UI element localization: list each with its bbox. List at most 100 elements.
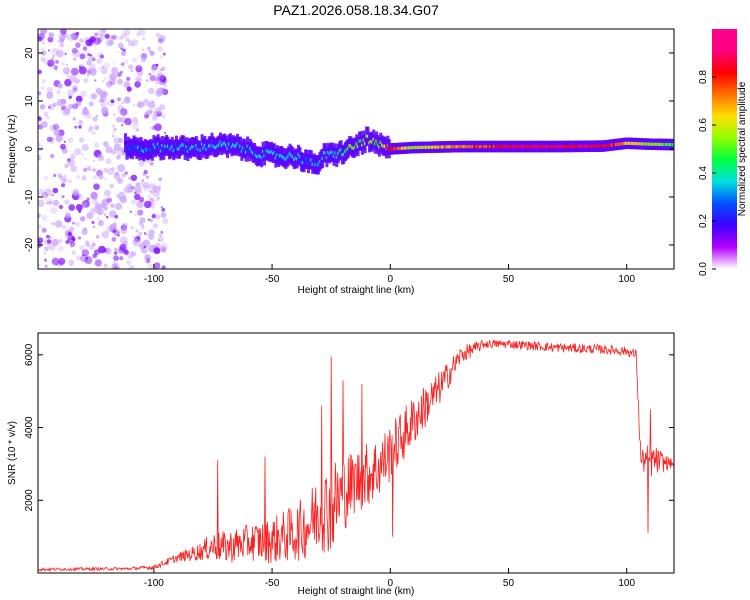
spectrogram-noise-blob (61, 224, 67, 230)
spectrogram-noise-blob (123, 29, 131, 36)
spectrogram-noise-blob (140, 225, 145, 230)
spectrogram-noise-blob (58, 257, 66, 265)
spectrogram-noise-blob (141, 179, 144, 182)
snr-x-tick-label: -50 (265, 578, 280, 589)
spectrogram-noise-blob (38, 37, 43, 42)
spectrogram-noise-blob (163, 84, 167, 88)
spectrogram-noise-blob (56, 90, 61, 95)
spectrogram-noise-blob (112, 131, 115, 134)
colorbar: 0.0 0.2 0.4 0.6 0.8 Normalized spectral ampl… (698, 29, 748, 276)
spectrogram-noise-blob (88, 63, 96, 72)
spectrogram-noise-blob (92, 159, 96, 162)
spectrogram-noise-blob (142, 99, 150, 107)
spectrogram-y-tick-label: -10 (24, 189, 35, 204)
spectrogram-noise-blob (78, 125, 82, 129)
spectrogram-noise-blob (127, 64, 134, 70)
spectrogram-noise-blob (144, 254, 151, 261)
spectrogram-noise-blob (41, 79, 47, 84)
spectrogram-noise-blob (125, 37, 130, 42)
spectrogram-noise-blob (74, 148, 82, 156)
spectrogram-noise-blob (123, 249, 129, 255)
spectrogram-noise-blob (158, 187, 162, 191)
spectrogram-noise-blob (92, 175, 98, 180)
spectrogram-noise-blob (38, 69, 42, 75)
spectrogram-noise-blob (52, 187, 59, 194)
spectrogram-noise-blob (148, 72, 152, 76)
spectrogram-noise-blob (51, 238, 60, 246)
spectrogram-noise-blob (110, 203, 115, 208)
spectrogram-noise-blob (112, 113, 117, 117)
spectrogram-noise-blob (161, 66, 166, 71)
spectrogram-noise-blob (66, 63, 69, 66)
spectrogram-noise-blob (103, 167, 108, 173)
spectrogram-noise-blob (67, 231, 73, 237)
spectrogram-noise-blob (101, 29, 107, 33)
spectrogram-noise-blob (128, 39, 131, 43)
spectrogram-noise-blob (84, 107, 87, 110)
spectrogram-noise-blob (144, 111, 149, 116)
spectrogram-noise-blob (68, 161, 72, 165)
spectrogram-noise-blob (100, 203, 106, 209)
snr-x-tick-label: 50 (503, 578, 515, 589)
spectrogram-noise-blob (46, 115, 50, 120)
spectrogram-noise-blob (46, 239, 52, 244)
spectrogram-noise-blob (126, 76, 131, 81)
spectrogram-noise-blob (59, 38, 65, 44)
spectrogram-noise-blob (143, 98, 149, 104)
spectrogram-noise-blob (100, 54, 104, 59)
spectrogram-noise-blob (38, 237, 44, 244)
spectrogram-noise-blob (63, 108, 71, 115)
spectrogram-noise-blob (92, 40, 99, 47)
spectrogram-noise-blob (38, 188, 45, 196)
spectrogram-noise-blob (141, 48, 145, 51)
snr-content (38, 338, 674, 572)
spectrogram-noise-blob (95, 235, 100, 239)
colorbar-gradient (712, 29, 737, 269)
spectrogram-noise-blob (78, 236, 82, 240)
spectrogram-noise-blob (157, 38, 163, 44)
spectrogram-noise-blob (75, 204, 83, 211)
spectrogram-noise-blob (56, 98, 64, 107)
spectrogram-noise-blob (68, 103, 74, 110)
spectrogram-noise-blob (43, 258, 47, 262)
spectrogram-noise-blob (134, 81, 141, 88)
spectrogram-noise-blob (157, 183, 162, 188)
spectrogram-noise-blob (105, 248, 112, 255)
spectrogram-noise-blob (93, 142, 100, 148)
spectrogram-noise-blob (38, 263, 41, 267)
spectrogram-noise-blob (94, 197, 97, 201)
spectrogram-noise-blob (155, 122, 160, 126)
spectrogram-ridge-cell (243, 147, 246, 151)
spectrogram-noise-blob (101, 79, 105, 83)
spectrogram-noise-blob (109, 79, 116, 86)
spectrogram-noise-blob (117, 177, 124, 184)
spectrogram-noise-blob (105, 158, 112, 165)
spectrogram-noise-blob (83, 227, 88, 232)
spectrogram-ridge-cell (671, 143, 674, 147)
spectrogram-noise-blob (104, 177, 107, 181)
spectrogram-noise-blob (43, 251, 47, 255)
spectrogram-noise-blob (147, 87, 155, 95)
spectrogram-noise-blob (79, 53, 86, 60)
spectrogram-noise-blob (76, 101, 82, 107)
spectrogram-noise-blob (89, 68, 97, 76)
colorbar-tick-label: 0.4 (698, 166, 709, 180)
spectrogram-noise-blob (111, 80, 116, 85)
spectrogram-noise-blob (110, 148, 117, 155)
spectrogram-noise-blob (103, 77, 107, 80)
spectrogram-noise-blob (95, 114, 99, 118)
spectrogram-noise-blob (88, 101, 94, 107)
spectrogram-noise-blob (132, 103, 136, 107)
spectrogram-noise-blob (57, 129, 65, 137)
colorbar-tick-label: 0.6 (698, 118, 709, 132)
spectrogram-noise-blob (151, 213, 156, 219)
spectrogram-noise-blob (146, 193, 153, 200)
spectrogram-noise-blob (55, 59, 59, 64)
spectrogram-noise-blob (138, 231, 142, 236)
spectrogram-noise-blob (121, 173, 126, 178)
spectrogram-noise-blob (86, 212, 94, 220)
spectrogram-noise-blob (109, 183, 114, 189)
spectrogram-noise-blob (163, 131, 167, 134)
spectrogram-noise-blob (48, 103, 55, 111)
spectrogram-ridge-cell (487, 145, 490, 149)
